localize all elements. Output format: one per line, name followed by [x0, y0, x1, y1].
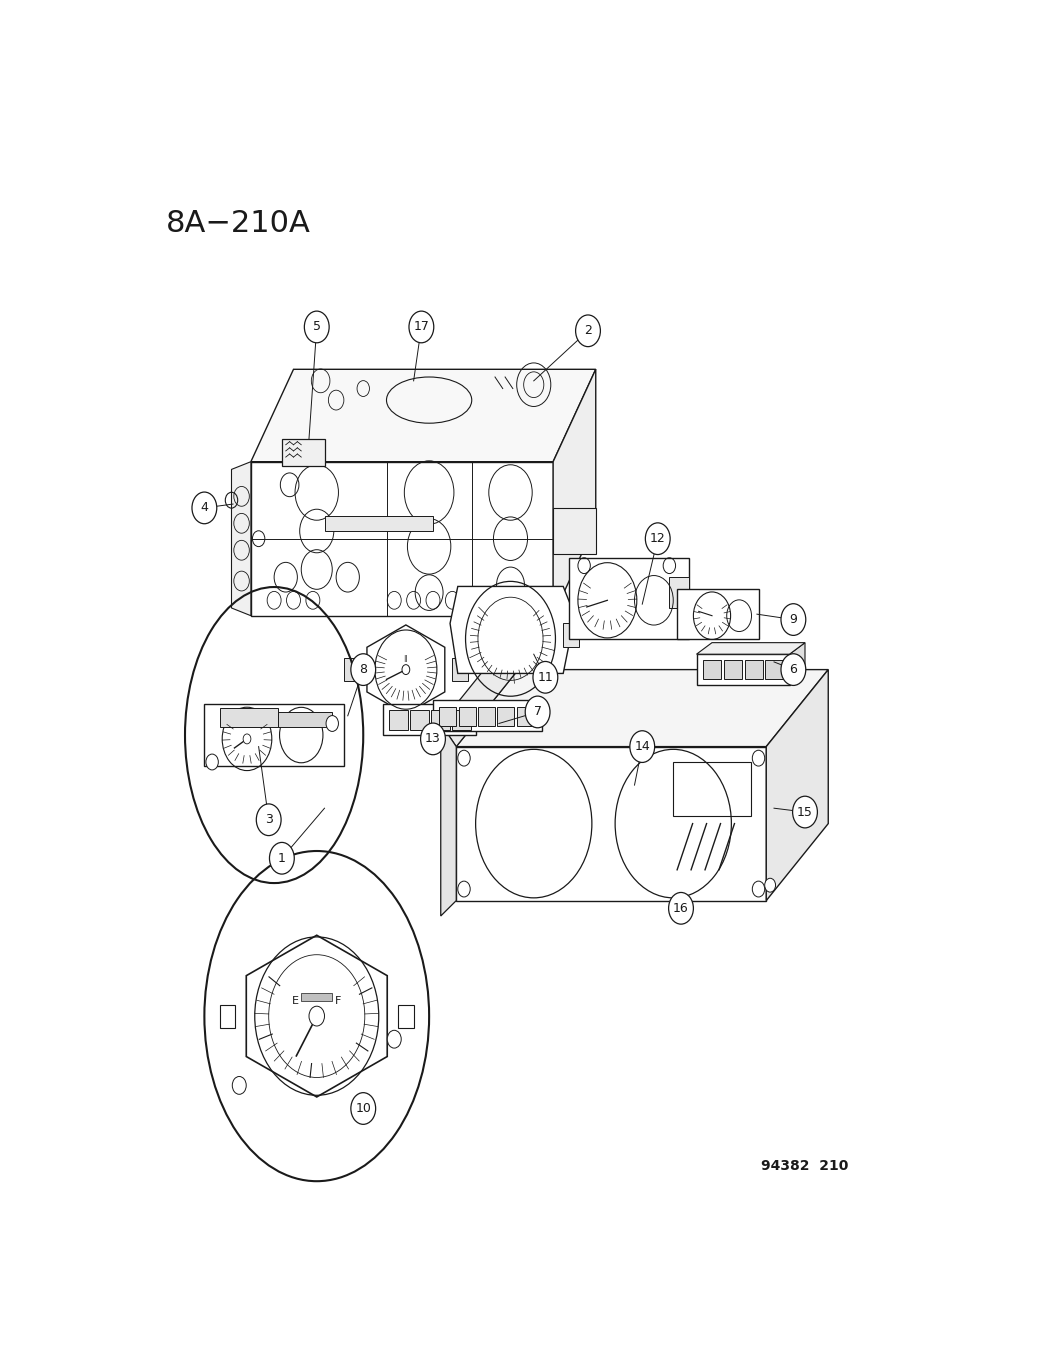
- Circle shape: [765, 878, 775, 892]
- Circle shape: [645, 523, 670, 554]
- Circle shape: [256, 804, 281, 835]
- Text: 9: 9: [790, 613, 797, 625]
- Polygon shape: [450, 586, 575, 674]
- Bar: [281, 438, 324, 465]
- Circle shape: [309, 1006, 324, 1026]
- Circle shape: [243, 734, 251, 744]
- Bar: [563, 623, 578, 647]
- Bar: [452, 710, 471, 729]
- Text: 7: 7: [533, 705, 542, 718]
- Circle shape: [533, 662, 558, 693]
- Bar: [553, 508, 596, 554]
- Bar: [669, 577, 688, 608]
- Polygon shape: [790, 643, 805, 685]
- Polygon shape: [231, 461, 251, 616]
- Bar: [569, 558, 688, 639]
- Bar: [517, 706, 533, 726]
- Text: 12: 12: [650, 533, 665, 545]
- Circle shape: [630, 730, 655, 763]
- Polygon shape: [220, 707, 278, 728]
- Text: 94382  210: 94382 210: [761, 1159, 848, 1173]
- Bar: [458, 706, 476, 726]
- Text: 17: 17: [413, 320, 429, 334]
- Circle shape: [350, 1092, 376, 1124]
- Circle shape: [206, 755, 219, 769]
- Circle shape: [793, 796, 817, 829]
- Polygon shape: [246, 935, 387, 1098]
- Text: 8A−210A: 8A−210A: [165, 208, 311, 238]
- Bar: [399, 1005, 413, 1028]
- Text: 3: 3: [265, 814, 273, 826]
- Text: 4: 4: [201, 502, 208, 514]
- Text: 2: 2: [584, 324, 592, 338]
- Polygon shape: [697, 643, 805, 654]
- Bar: [204, 705, 344, 765]
- Text: 13: 13: [425, 733, 440, 745]
- Text: 14: 14: [634, 740, 651, 753]
- Text: 11: 11: [538, 671, 553, 683]
- Bar: [410, 710, 429, 729]
- Text: E: E: [292, 995, 298, 1006]
- Polygon shape: [553, 370, 596, 616]
- Bar: [703, 660, 722, 679]
- Text: ||: ||: [404, 655, 408, 662]
- Polygon shape: [440, 647, 518, 746]
- Circle shape: [402, 664, 410, 675]
- Bar: [674, 763, 751, 816]
- Circle shape: [326, 716, 339, 732]
- Circle shape: [350, 654, 376, 686]
- Circle shape: [304, 311, 329, 343]
- Circle shape: [192, 492, 217, 523]
- Polygon shape: [456, 746, 767, 901]
- Circle shape: [420, 724, 446, 755]
- Polygon shape: [251, 370, 596, 461]
- Polygon shape: [324, 515, 433, 531]
- Text: 16: 16: [674, 901, 689, 915]
- Bar: [433, 701, 542, 732]
- Bar: [766, 660, 784, 679]
- Polygon shape: [367, 625, 445, 714]
- Bar: [452, 658, 468, 681]
- Text: 15: 15: [797, 806, 813, 819]
- Text: F: F: [336, 995, 342, 1006]
- Bar: [439, 706, 456, 726]
- Polygon shape: [251, 461, 553, 616]
- Circle shape: [668, 893, 693, 924]
- Circle shape: [409, 311, 434, 343]
- Bar: [497, 706, 515, 726]
- Circle shape: [270, 842, 294, 874]
- Circle shape: [387, 1030, 402, 1048]
- Bar: [697, 654, 790, 685]
- Text: 8: 8: [359, 663, 367, 677]
- Text: 5: 5: [313, 320, 321, 334]
- Bar: [745, 660, 764, 679]
- Polygon shape: [278, 712, 333, 728]
- Bar: [383, 705, 476, 736]
- Bar: [344, 658, 360, 681]
- Bar: [389, 710, 408, 729]
- Bar: [478, 706, 495, 726]
- Text: 6: 6: [790, 663, 797, 677]
- Bar: [301, 993, 333, 1001]
- Bar: [724, 660, 743, 679]
- Bar: [677, 589, 758, 639]
- Polygon shape: [767, 670, 828, 901]
- Text: 10: 10: [356, 1102, 371, 1115]
- Text: 1: 1: [278, 851, 286, 865]
- Circle shape: [781, 654, 805, 686]
- Polygon shape: [456, 670, 828, 746]
- Bar: [220, 1005, 235, 1028]
- Bar: [431, 710, 450, 729]
- Circle shape: [781, 604, 805, 635]
- Circle shape: [525, 697, 550, 728]
- Circle shape: [232, 1076, 246, 1095]
- Circle shape: [575, 315, 600, 347]
- Polygon shape: [440, 724, 456, 916]
